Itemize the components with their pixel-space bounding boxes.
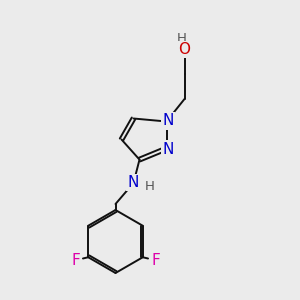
- Text: H: H: [177, 32, 187, 45]
- Text: F: F: [71, 253, 80, 268]
- Text: N: N: [127, 175, 139, 190]
- Text: F: F: [151, 253, 160, 268]
- Text: N: N: [162, 113, 174, 128]
- Text: N: N: [162, 142, 174, 157]
- Text: H: H: [145, 179, 155, 193]
- Text: O: O: [178, 42, 190, 57]
